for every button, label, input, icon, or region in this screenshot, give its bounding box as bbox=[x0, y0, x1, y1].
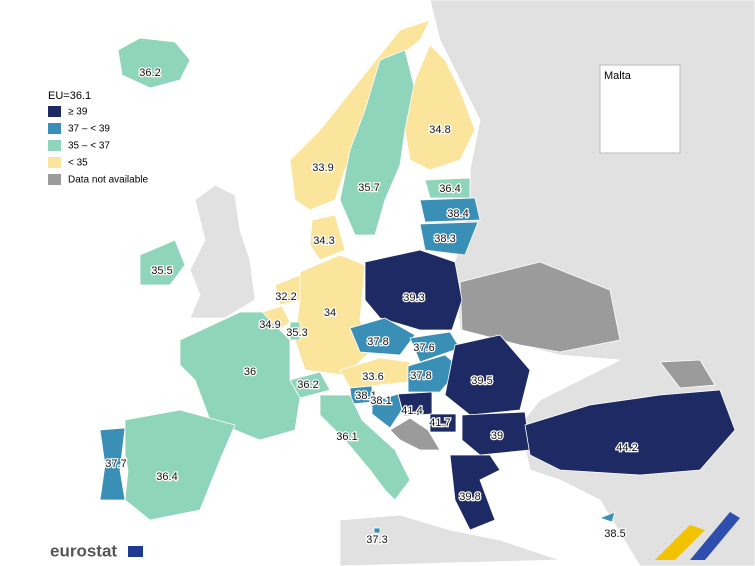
labels: 36.2 33.9 35.7 34.8 36.4 38.4 38.3 34.3 35.5 39.3… bbox=[104, 66, 657, 548]
region bbox=[289, 321, 301, 341]
region-label: 37.8 bbox=[367, 336, 388, 348]
region-label: 44.2 bbox=[616, 442, 637, 454]
regions bbox=[99, 19, 736, 534]
region-na bbox=[389, 417, 441, 451]
region bbox=[289, 371, 331, 399]
region-label: 33.6 bbox=[362, 371, 383, 383]
legend-swatch bbox=[48, 140, 61, 151]
region-label: 37.3 bbox=[366, 534, 387, 546]
legend-label: ≥ 39 bbox=[68, 107, 88, 118]
region-label: 34 bbox=[324, 307, 336, 319]
legend: EU=36.1 ≥ 39 37 – < 39 35 – < 37 < 35 Data n… bbox=[48, 90, 148, 186]
region-label: 36.2 bbox=[139, 67, 160, 79]
region bbox=[349, 317, 416, 356]
region-label: 37.8 bbox=[410, 370, 431, 382]
region-label: 36.1 bbox=[336, 431, 357, 443]
region-label: 32.2 bbox=[275, 291, 296, 303]
region-label: 35.5 bbox=[151, 265, 172, 277]
region bbox=[373, 527, 381, 534]
region-na bbox=[659, 359, 716, 389]
region-label: 34.9 bbox=[259, 319, 280, 331]
not-available bbox=[389, 261, 716, 451]
region-label: 35.7 bbox=[358, 182, 379, 194]
legend-swatch bbox=[48, 123, 61, 134]
legend-label: 35 – < 37 bbox=[68, 141, 110, 152]
region bbox=[449, 454, 501, 531]
logo-shape bbox=[690, 512, 740, 560]
region bbox=[294, 254, 371, 376]
legend-label: 37 – < 39 bbox=[68, 124, 110, 135]
region bbox=[524, 389, 736, 476]
region-label: 39.3 bbox=[403, 292, 424, 304]
region bbox=[598, 511, 616, 523]
legend-swatch bbox=[48, 157, 61, 168]
region bbox=[419, 221, 479, 256]
land-south bbox=[339, 514, 561, 566]
region-label: 38.1 bbox=[355, 390, 376, 402]
legend-swatch bbox=[48, 174, 61, 185]
region bbox=[179, 311, 301, 441]
region-label: 36.4 bbox=[156, 471, 177, 483]
inset-title: Malta bbox=[604, 70, 632, 82]
region-label: 41.7 bbox=[429, 417, 450, 429]
region-label: 35.3 bbox=[286, 327, 307, 339]
region-label: 33.9 bbox=[312, 162, 333, 174]
region bbox=[117, 37, 191, 89]
region bbox=[404, 44, 476, 171]
region bbox=[124, 409, 236, 521]
region-label: 38.3 bbox=[434, 233, 455, 245]
region bbox=[309, 214, 346, 261]
region bbox=[419, 197, 481, 223]
region-label: 39.5 bbox=[471, 375, 492, 387]
inset-frame bbox=[599, 64, 681, 154]
region bbox=[289, 19, 431, 211]
legend-swatch bbox=[48, 106, 61, 117]
legend-title: EU=36.1 bbox=[48, 90, 91, 102]
region-na bbox=[459, 261, 621, 353]
eu-flag bbox=[128, 546, 143, 557]
region bbox=[319, 394, 411, 501]
region-label: 37.6 bbox=[413, 342, 434, 354]
region bbox=[461, 411, 531, 456]
region-label: 38.4 bbox=[447, 208, 468, 220]
region-label: 34.8 bbox=[429, 124, 450, 136]
legend-label: Data not available bbox=[68, 175, 148, 186]
region-label: 39.8 bbox=[459, 491, 480, 503]
region bbox=[371, 393, 403, 429]
region-label: 37.7 bbox=[105, 458, 126, 470]
land-uk bbox=[189, 184, 256, 319]
region-label: 41.4 bbox=[401, 405, 422, 417]
region-label: 38.1 bbox=[370, 395, 391, 407]
region-label: 36.4 bbox=[439, 183, 460, 195]
logo-shape bbox=[655, 525, 705, 560]
region-label: 36.2 bbox=[297, 379, 318, 391]
legend-label: < 35 bbox=[68, 158, 88, 169]
region bbox=[364, 249, 463, 331]
region-label: 39 bbox=[491, 430, 503, 442]
region bbox=[444, 334, 531, 416]
region-label: 34.3 bbox=[313, 235, 334, 247]
region-label: 38.5 bbox=[604, 528, 625, 540]
region-label: 36 bbox=[244, 366, 256, 378]
region bbox=[429, 413, 457, 433]
region bbox=[139, 239, 186, 286]
logo: eurostat bbox=[50, 541, 117, 560]
